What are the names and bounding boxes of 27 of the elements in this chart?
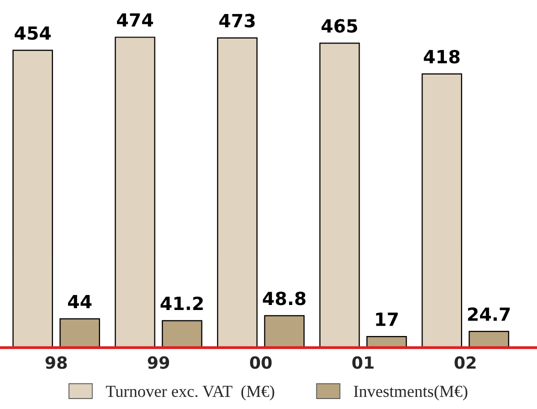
x-tick-label: 00 [250, 356, 272, 369]
data-label: 17 [376, 312, 398, 326]
data-label: 454 [14, 26, 51, 40]
data-label: 44 [68, 294, 92, 308]
legend-label: Investments(M€) [354, 385, 468, 400]
data-label: 48.8 [262, 292, 306, 306]
x-tick-label: 98 [46, 356, 67, 369]
data-label: 24.7 [468, 307, 510, 321]
x-tick-label: 99 [148, 356, 170, 369]
x-tick-label: 02 [454, 356, 476, 369]
bar [162, 320, 202, 348]
data-label: 418 [424, 50, 460, 64]
bar [12, 50, 53, 348]
data-label: 465 [322, 19, 358, 33]
bar [217, 37, 258, 348]
bar [468, 330, 510, 348]
data-label: 41.2 [160, 296, 203, 310]
bar [319, 42, 360, 348]
bar [60, 318, 100, 348]
bar [264, 315, 305, 348]
legend-label: Turnover exc. VAT (M€) [106, 385, 274, 400]
data-label: 473 [219, 14, 255, 28]
data-label: 474 [116, 13, 154, 27]
x-tick-label: 01 [352, 356, 374, 369]
bar [422, 73, 462, 348]
bar [366, 336, 407, 348]
bar [114, 36, 156, 348]
